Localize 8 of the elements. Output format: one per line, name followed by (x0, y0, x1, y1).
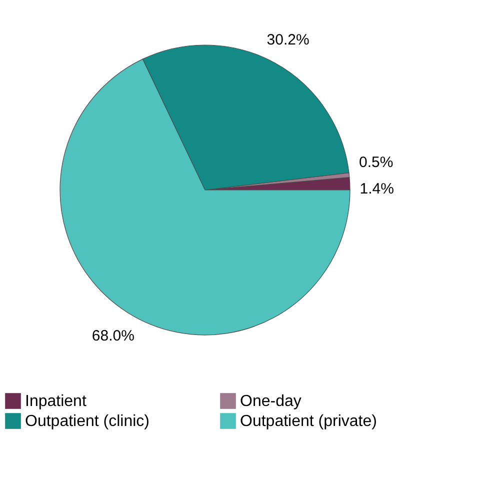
legend-label: Outpatient (clinic) (25, 413, 150, 430)
legend-label: One-day (240, 393, 302, 410)
data-label: 1.4% (360, 180, 394, 198)
data-label: 0.5% (358, 154, 394, 172)
legend-label: Outpatient (private) (240, 413, 377, 430)
legend-label: Inpatient (25, 393, 87, 410)
data-label: 68.0% (92, 327, 134, 344)
data-label: 30.2% (266, 31, 310, 48)
